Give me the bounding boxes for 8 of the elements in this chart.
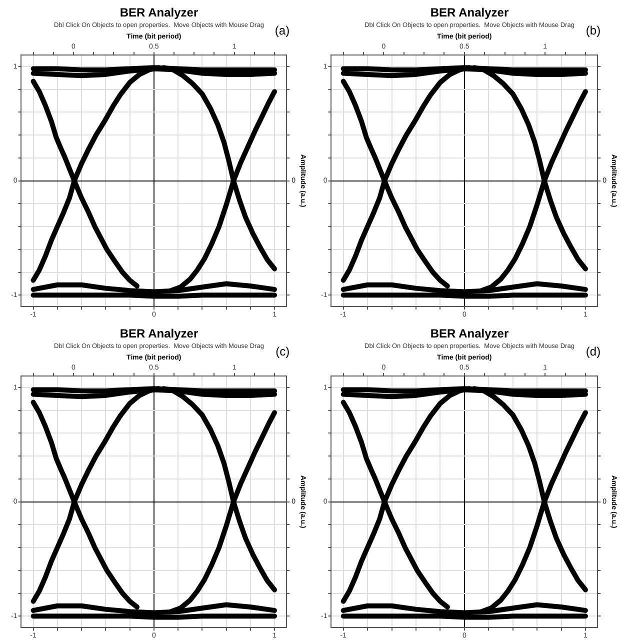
chart-title: BER Analyzer (430, 326, 509, 341)
text: (c) (276, 344, 290, 358)
chart-title: BER Analyzer (430, 6, 509, 20)
chart-title: BER Analyzer (120, 6, 198, 20)
text: (b) (586, 23, 601, 38)
chart-title: BER Analyzer (120, 326, 198, 341)
text: (d) (586, 344, 601, 358)
text: (a) (274, 23, 290, 38)
